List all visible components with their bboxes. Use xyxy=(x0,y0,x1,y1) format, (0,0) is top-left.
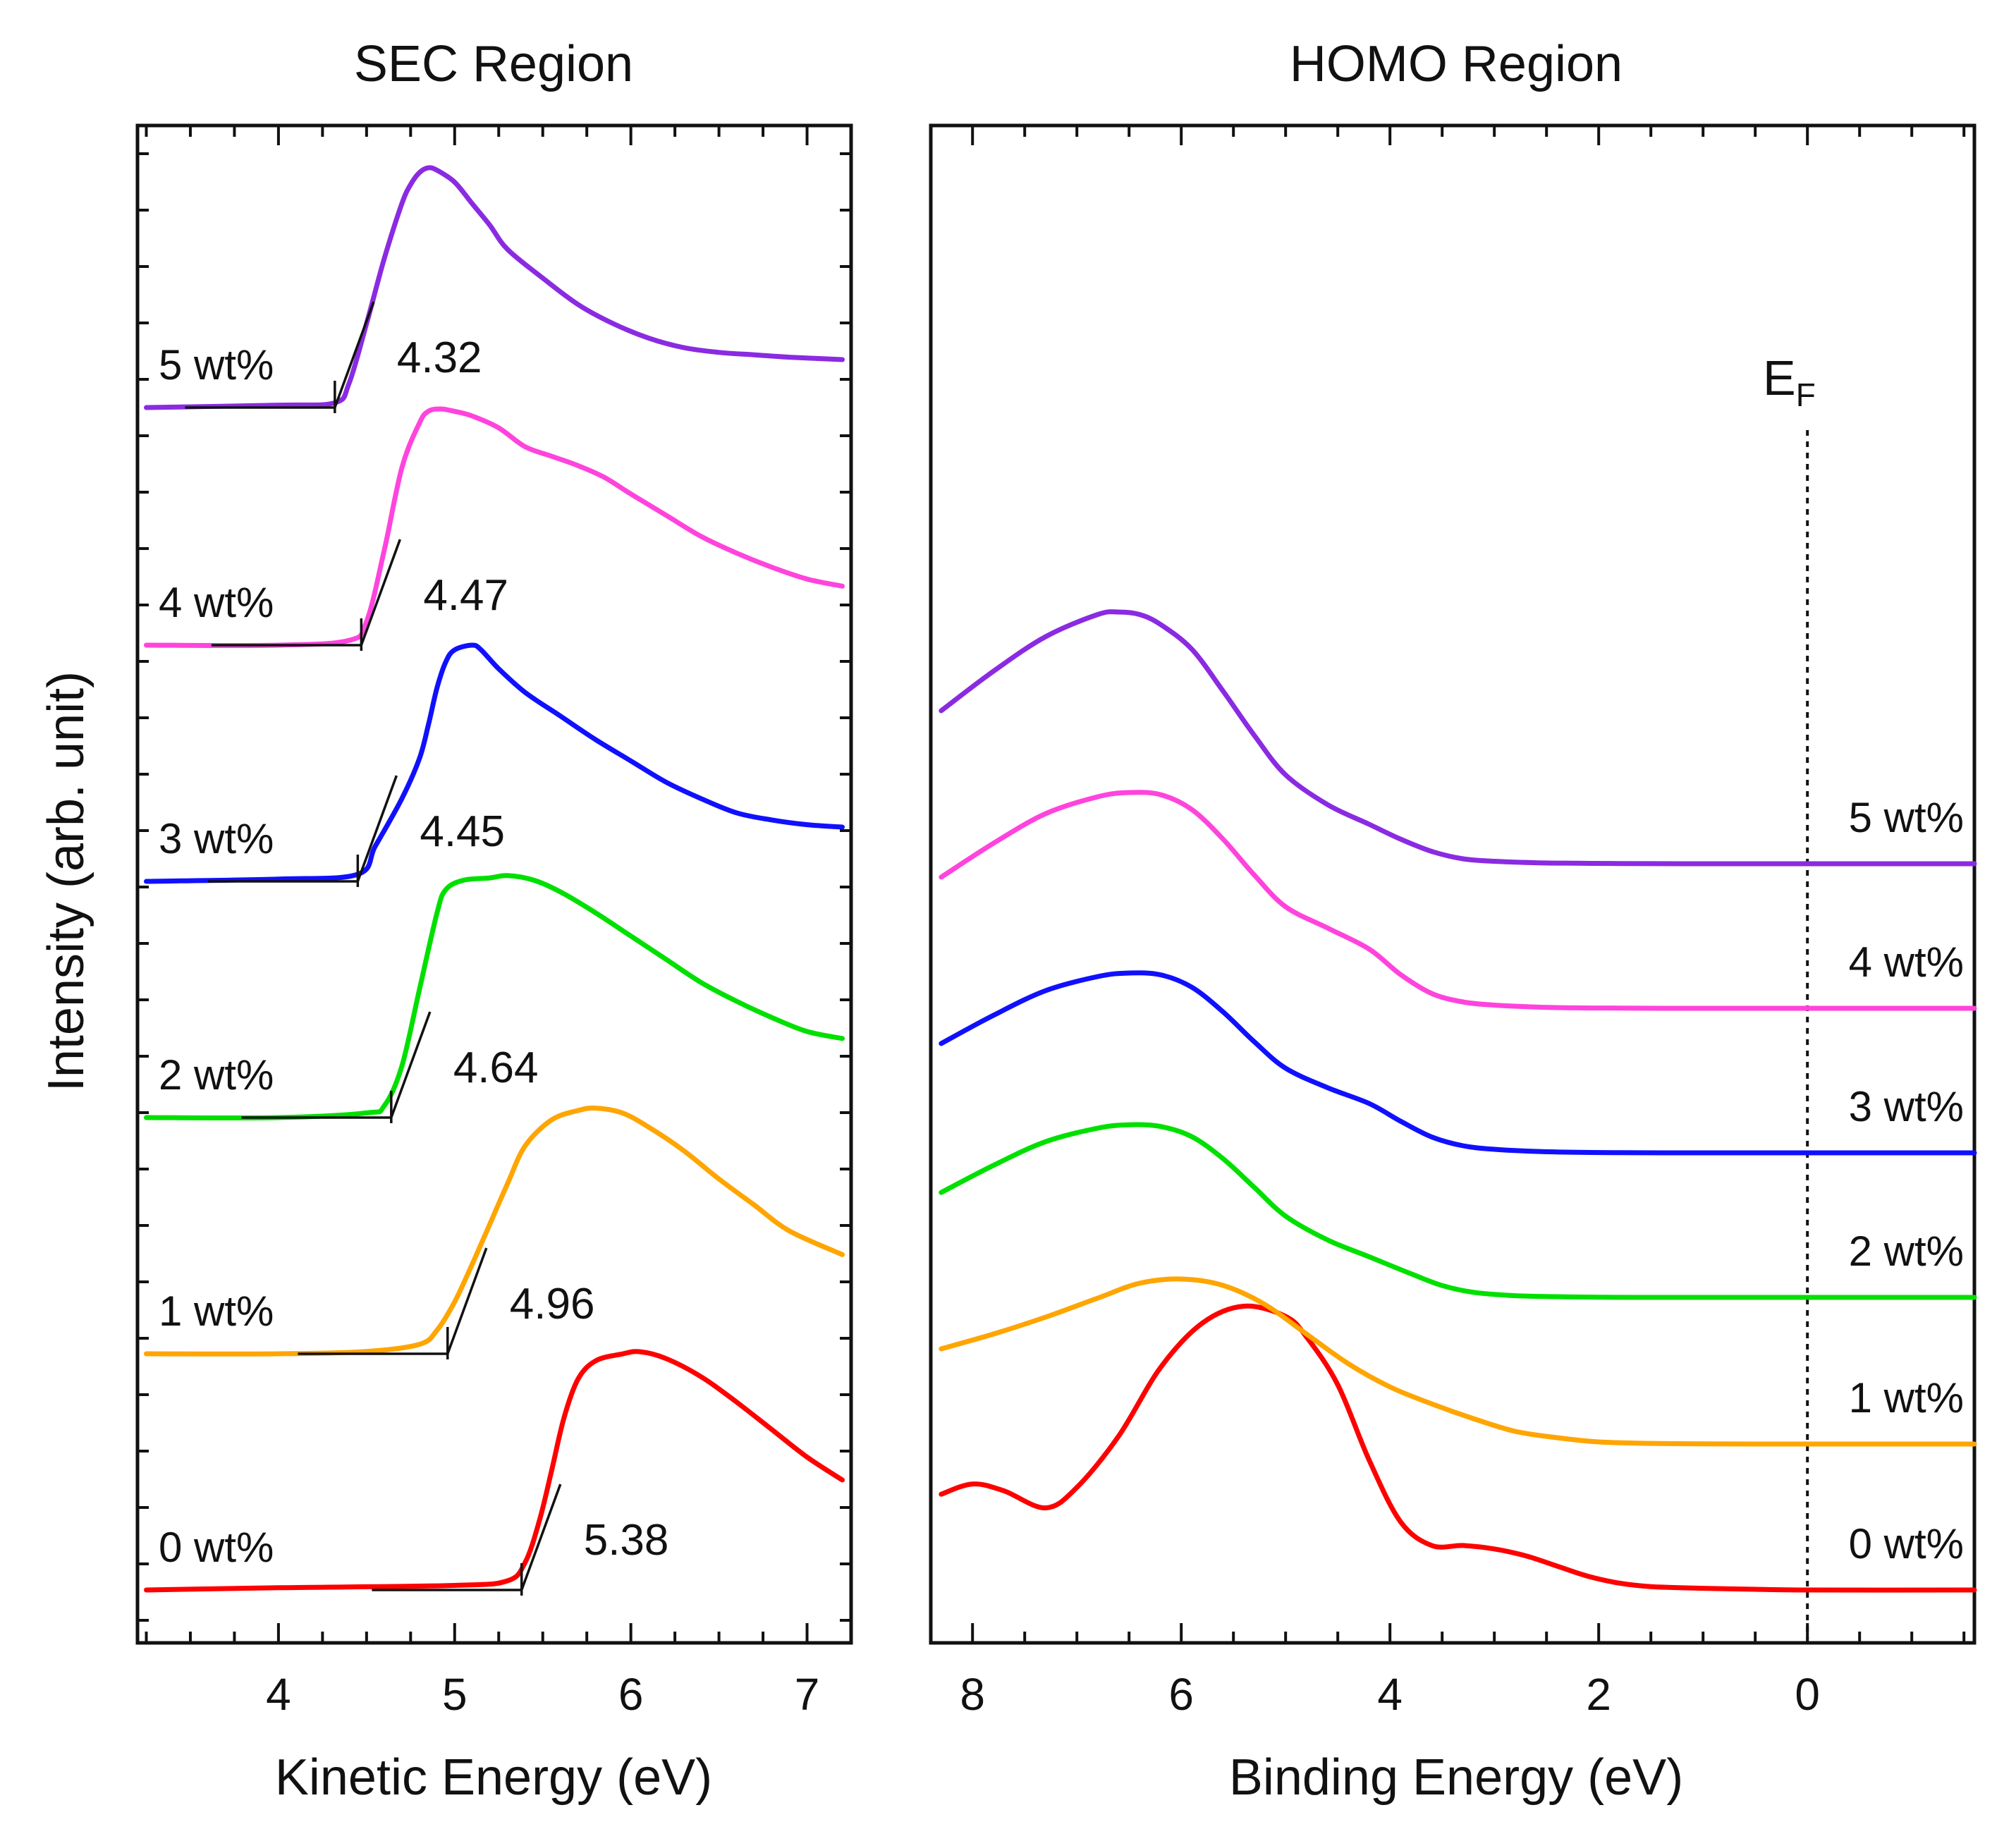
homo-series-line xyxy=(939,1122,1977,1300)
sec-series-label: 2 wt% xyxy=(159,1051,274,1099)
sec-series-line xyxy=(144,642,845,884)
homo-x-axis-label: Binding Energy (eV) xyxy=(1229,1749,1683,1806)
homo-series-line xyxy=(939,609,1977,867)
homo-series-label: 5 wt% xyxy=(1849,794,1964,841)
sec-onset-label: 4.47 xyxy=(423,571,508,620)
sec-x-tick-label: 4 xyxy=(266,1669,291,1720)
sec-edge-fit xyxy=(390,1011,432,1118)
homo-x-tick-label: 8 xyxy=(960,1669,985,1720)
sec-series-line xyxy=(144,165,845,410)
fermi-level-label: EF xyxy=(1763,350,1816,413)
sec-onset-label: 4.96 xyxy=(510,1280,595,1328)
sec-edge-fit xyxy=(356,775,398,882)
sec-series-line xyxy=(144,873,845,1120)
sec-series-label: 3 wt% xyxy=(159,815,274,862)
sec-x-tick-label: 6 xyxy=(618,1669,644,1720)
y-axis-label: Intensity (arb. unit) xyxy=(38,671,94,1091)
fermi-level-label-main: E xyxy=(1763,350,1796,405)
sec-title: SEC Region xyxy=(354,36,633,92)
sec-onset-label: 5.38 xyxy=(584,1516,669,1565)
homo-series-line xyxy=(939,970,1977,1156)
homo-series-label: 4 wt% xyxy=(1849,938,1964,986)
sec-series-line xyxy=(144,406,845,648)
homo-panel: 8 6 4 2 0 0 wt% 1 wt% 2 wt% 3 wt% 4 wt% 5 wt% xyxy=(929,123,1977,1720)
sec-onset-label: 4.45 xyxy=(420,807,505,856)
sec-onset-label: 4.64 xyxy=(453,1044,539,1092)
sec-series-label: 0 wt% xyxy=(159,1524,274,1571)
fermi-level-label-sub: F xyxy=(1796,377,1816,413)
homo-series-label: 3 wt% xyxy=(1849,1083,1964,1130)
sec-series-label: 1 wt% xyxy=(159,1288,274,1335)
homo-series-line xyxy=(939,1276,1977,1447)
homo-x-tick-label: 2 xyxy=(1586,1669,1611,1720)
sec-x-tick-label: 5 xyxy=(442,1669,468,1720)
sec-plot-frame xyxy=(135,123,853,1645)
sec-onset-label: 4.32 xyxy=(397,334,482,382)
sec-edge-fit xyxy=(334,301,375,408)
homo-series-line xyxy=(939,1303,1977,1593)
sec-edge-fit xyxy=(446,1247,488,1354)
sec-edge-fit xyxy=(360,539,401,646)
sec-series-line xyxy=(144,1349,845,1593)
homo-series-label: 1 wt% xyxy=(1849,1374,1964,1421)
homo-plot-frame xyxy=(929,123,1977,1645)
sec-panel: 4 5 6 7 0 wt% 5.38 1 wt% 4.96 2 wt% 4.64 3 wt% 4.45… xyxy=(135,123,853,1720)
homo-x-tick-label: 4 xyxy=(1377,1669,1403,1720)
homo-series-label: 2 wt% xyxy=(1849,1228,1964,1275)
sec-series-label: 4 wt% xyxy=(159,579,274,626)
homo-x-tick-label: 0 xyxy=(1795,1669,1820,1720)
sec-x-axis-label: Kinetic Energy (eV) xyxy=(275,1749,712,1806)
homo-title: HOMO Region xyxy=(1290,36,1623,92)
sec-x-tick-label: 7 xyxy=(795,1669,820,1720)
sec-series-line xyxy=(144,1105,845,1357)
homo-x-tick-label: 6 xyxy=(1168,1669,1194,1720)
sec-series-label: 5 wt% xyxy=(159,341,274,389)
homo-series-label: 0 wt% xyxy=(1849,1520,1964,1567)
sec-edge-fit xyxy=(520,1484,562,1591)
homo-series-line xyxy=(939,790,1977,1011)
